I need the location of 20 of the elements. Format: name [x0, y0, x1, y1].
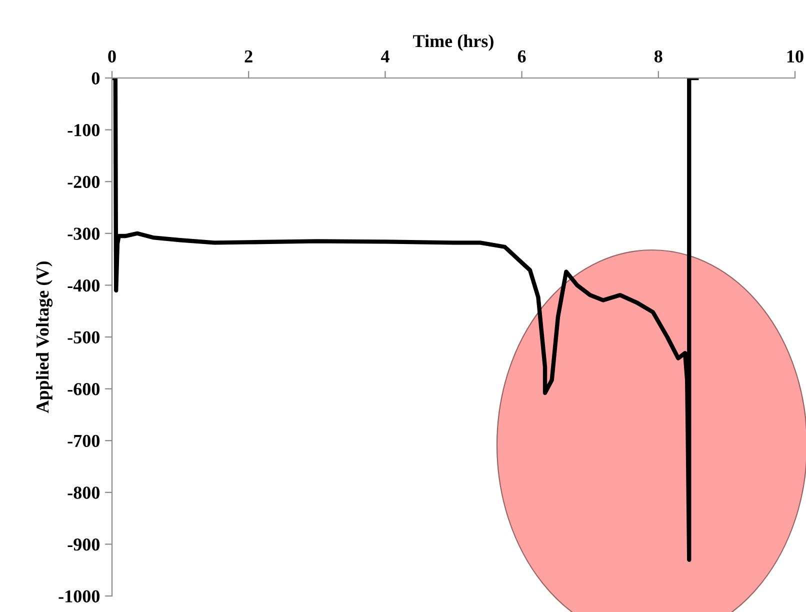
y-axis-title: Applied Voltage (V) [36, 262, 53, 414]
line-series [112, 78, 699, 562]
y-tick-label: -100 [68, 124, 100, 136]
y-tick-label: -500 [68, 331, 100, 344]
x-tick-label: 10 [787, 50, 804, 63]
y-tick-label: -900 [68, 538, 100, 551]
x-tick-label: 2 [244, 50, 252, 62]
y-tick-label: -600 [68, 383, 100, 396]
x-tick-label: 4 [380, 50, 390, 62]
y-tick-label: -700 [68, 434, 100, 448]
y-tick-label: -800 [68, 486, 100, 499]
y-tick-label: -200 [68, 176, 100, 188]
x-tick-label: 8 [654, 50, 662, 63]
x-axis-title: Time (hrs) [413, 34, 494, 51]
y-tick-label: -400 [68, 279, 100, 292]
y-tick-label: -1000 [58, 590, 100, 602]
x-tick-label: 0 [108, 50, 116, 63]
y-tick-label: -300 [68, 228, 100, 240]
x-tick-label: 6 [518, 50, 526, 63]
y-tick-label: 0 [92, 72, 100, 84]
